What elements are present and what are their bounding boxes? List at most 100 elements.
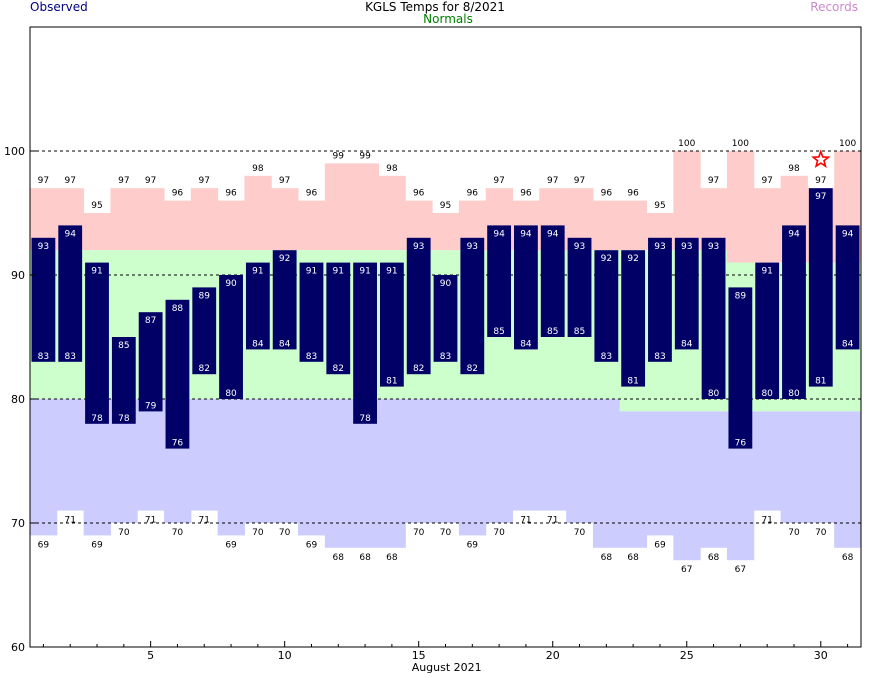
record-low-band [271,399,299,523]
observed-bar [111,337,136,424]
record-high-label: 100 [678,139,695,149]
observed-high-label: 91 [252,267,263,277]
observed-low-label: 76 [735,439,747,449]
observed-bar [299,262,324,362]
y-tick-label: 90 [11,269,25,282]
record-high-label: 96 [627,189,639,199]
observed-high-label: 93 [38,242,49,252]
observed-low-label: 84 [520,339,532,349]
record-low-band [780,411,808,523]
observed-bar [808,188,833,387]
observed-low-label: 78 [118,414,130,424]
record-high-label: 97 [145,176,156,186]
record-high-label: 100 [732,139,749,149]
observed-low-label: 83 [38,352,49,362]
record-high-label: 97 [279,176,290,186]
y-tick-label: 80 [11,393,25,406]
observed-low-label: 81 [386,377,397,387]
record-low-band [512,399,540,511]
record-low-label: 68 [842,553,854,563]
observed-high-label: 92 [279,254,290,264]
observed-high-label: 90 [440,279,452,289]
record-low-band [217,399,245,536]
observed-high-label: 88 [172,304,184,314]
record-high-band [324,163,353,251]
observed-bar [406,237,431,375]
record-low-band [458,399,487,536]
x-axis-label: August 2021 [412,661,482,674]
record-low-band [566,399,594,523]
record-high-label: 96 [467,189,479,199]
observed-bar [326,262,351,375]
observed-bar [648,237,672,362]
record-high-label: 98 [252,164,264,174]
observed-low-label: 82 [333,364,344,374]
record-high-band [298,200,326,251]
observed-bar [433,275,458,362]
observed-low-label: 80 [788,389,800,399]
observed-bar [460,237,485,375]
record-high-band [753,188,782,263]
record-low-band [646,411,674,536]
record-low-band [753,411,782,511]
record-low-band [324,399,353,548]
legend-observed: Observed [30,0,88,14]
record-low-band [56,399,85,511]
observed-low-label: 79 [145,401,157,411]
observed-low-label: 85 [574,327,585,337]
record-low-label: 71 [199,516,210,526]
record-high-band [137,188,165,251]
record-high-band [378,175,406,251]
observed-high-label: 87 [145,316,156,326]
record-low-band [539,399,567,511]
record-high-label: 96 [225,189,237,199]
record-high-label: 97 [118,176,129,186]
record-low-band [432,399,460,523]
observed-bar [165,299,190,449]
record-low-label: 70 [788,528,800,538]
observed-high-label: 91 [386,267,397,277]
value-labels: 93 83 97 69 94 83 97 71 91 78 95 69 85 78 97 70 87 79 97 71… [38,139,857,575]
observed-high-label: 93 [681,242,692,252]
record-high-band [110,188,138,251]
record-high-label: 99 [359,151,371,161]
observed-bar [514,225,538,350]
record-high-label: 96 [306,189,318,199]
record-high-label: 96 [413,189,425,199]
observed-high-label: 93 [708,242,719,252]
observed-bar [85,262,109,424]
record-low-band [244,399,272,523]
record-low-label: 70 [493,528,505,538]
record-high-band [164,200,192,251]
observed-low-label: 81 [815,377,826,387]
record-low-band [673,411,701,561]
observed-bar [540,225,565,337]
observed-high-label: 85 [118,341,129,351]
record-low-label: 69 [38,540,50,550]
record-low-label: 70 [440,528,452,538]
observed-high-label: 93 [413,242,424,252]
record-high-band [83,213,111,251]
record-low-label: 69 [91,540,103,550]
observed-low-label: 85 [547,327,558,337]
record-high-band [190,188,219,251]
record-low-label: 68 [359,553,371,563]
record-low-label: 70 [574,528,586,538]
observed-bar [192,287,217,375]
record-low-label: 68 [601,553,613,563]
record-low-label: 67 [681,565,692,575]
record-low-label: 68 [333,553,345,563]
record-high-label: 97 [493,176,504,186]
observed-high-label: 94 [788,229,800,239]
record-low-label: 70 [815,528,827,538]
observed-bar [31,237,56,362]
record-high-label: 97 [708,176,719,186]
record-high-label: 96 [520,189,532,199]
chart-title: KGLS Temps for 8/2021 [365,0,505,14]
observed-low-label: 84 [279,339,291,349]
observed-bar [245,262,270,350]
record-low-band [405,399,433,523]
record-low-label: 71 [145,516,156,526]
record-high-band [592,200,621,251]
observed-high-label: 93 [654,242,665,252]
